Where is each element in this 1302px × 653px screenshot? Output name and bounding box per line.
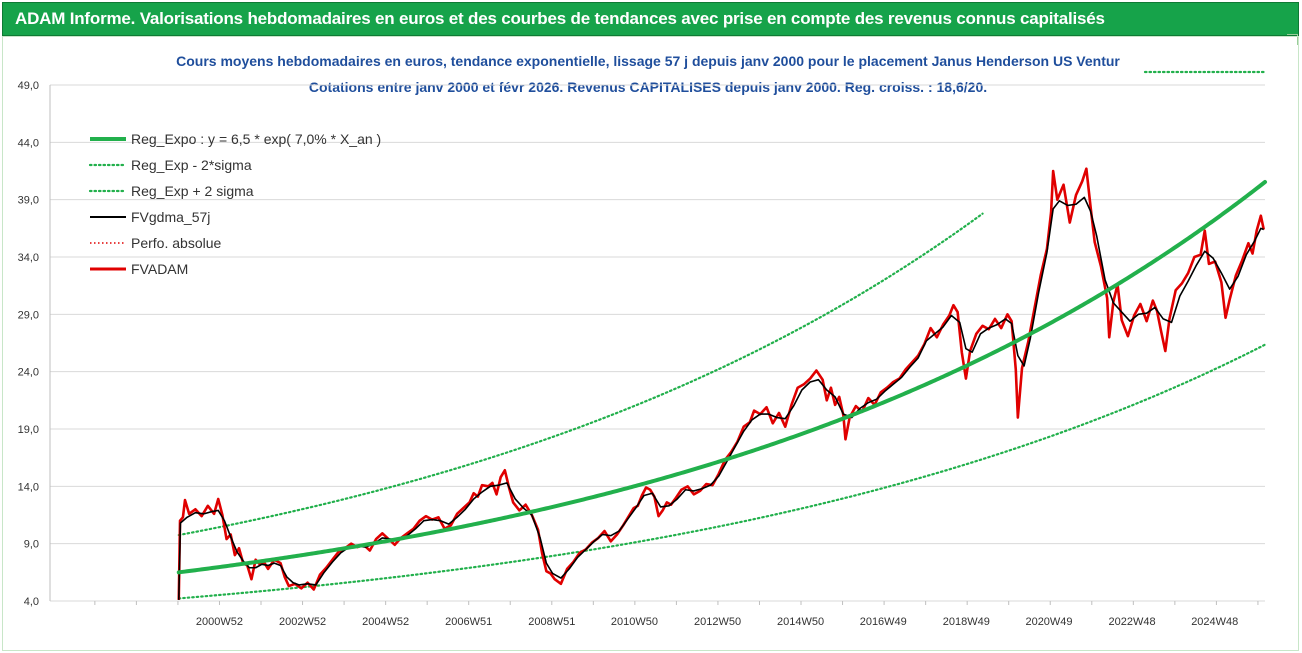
y-axis: 4,0 9,0 14,0 19,0 24,0 29,0 34,0 39,0 44,0 49,0 [18, 80, 51, 608]
y-tick-label: 14,0 [18, 481, 39, 493]
corner-decoration [1287, 34, 1298, 45]
x-axis: 2000W52 2002W52 2004W52 2006W51 2008W51 2010W… [94, 601, 1259, 628]
x-tick-label: 2004W52 [362, 616, 409, 628]
series-reg-exp-plus-2-sigma [177, 212, 984, 537]
x-tick-label: 2008W51 [528, 616, 575, 628]
valuation-chart: Cours moyens hebdomadaires en euros, ten… [18, 53, 1267, 628]
chart-title-group: Cours moyens hebdomadaires en euros, ten… [176, 53, 1120, 95]
series-fvadam [177, 167, 1266, 600]
y-tick-label: 44,0 [18, 137, 39, 149]
legend-label: Reg_Expo : y = 6,5 * exp( 7,0% * X_an ) [131, 131, 381, 147]
x-tick-label: 2000W52 [196, 616, 243, 628]
x-tick-label: 2010W50 [611, 616, 658, 628]
legend-label: FVADAM [131, 261, 188, 277]
legend-label: Reg_Exp + 2 sigma [131, 183, 254, 199]
x-tick-label: 2020W49 [1025, 616, 1072, 628]
y-tick-label: 24,0 [18, 367, 39, 379]
y-tick-label: 29,0 [18, 309, 39, 321]
x-tick-label: 2014W50 [777, 616, 824, 628]
y-tick-label: 49,0 [18, 80, 39, 92]
chart-legend: Reg_Expo : y = 6,5 * exp( 7,0% * X_an ) R… [88, 131, 381, 277]
chart-title-line-1: Cours moyens hebdomadaires en euros, ten… [176, 53, 1120, 69]
chart-grid [50, 84, 1265, 602]
chart-title-line-2: Cotations entre janv 2000 et févr 2026. … [309, 79, 987, 95]
x-tick-label: 2022W48 [1109, 616, 1156, 628]
y-tick-label: 39,0 [18, 195, 39, 207]
report-banner: ADAM Informe. Valorisations hebdomadaire… [2, 2, 1299, 36]
series-reg-exp-minus-2-sigma [177, 343, 1267, 600]
x-tick-label: 2016W49 [860, 616, 907, 628]
x-tick-label: 2012W50 [694, 616, 741, 628]
series-fvgdma-57j [177, 196, 1265, 600]
y-tick-label: 34,0 [18, 252, 39, 264]
y-tick-label: 4,0 [24, 596, 39, 608]
x-tick-label: 2006W51 [445, 616, 492, 628]
legend-label: Perfo. absolue [131, 235, 221, 251]
report-banner-title: ADAM Informe. Valorisations hebdomadaire… [15, 9, 1105, 28]
x-tick-label: 2018W49 [943, 616, 990, 628]
chart-series [176, 70, 1267, 600]
x-tick-label: 2024W48 [1191, 616, 1238, 628]
y-tick-label: 9,0 [24, 539, 39, 551]
legend-label: FVgdma_57j [131, 209, 210, 225]
series-reg-expo [176, 180, 1267, 575]
x-tick-label: 2002W52 [279, 616, 326, 628]
legend-label: Reg_Exp - 2*sigma [131, 157, 252, 173]
y-tick-label: 19,0 [18, 424, 39, 436]
